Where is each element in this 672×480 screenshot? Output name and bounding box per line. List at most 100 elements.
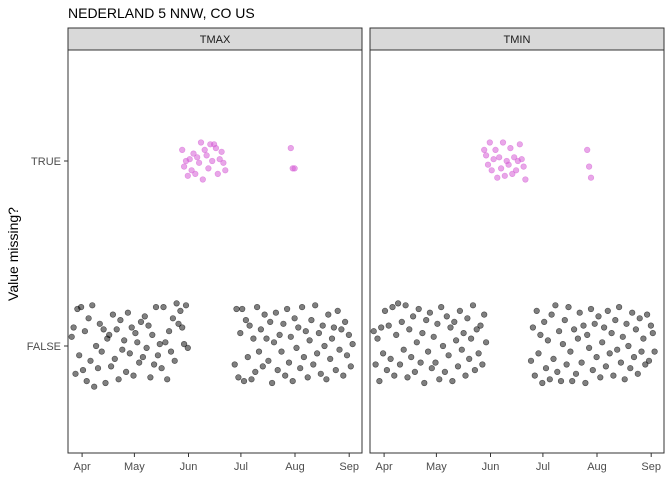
missing-point: [205, 165, 212, 172]
present-point: [608, 330, 615, 337]
x-tick-label-may: May: [426, 461, 447, 473]
present-point: [152, 304, 160, 311]
missing-point: [192, 170, 199, 177]
present-point: [419, 330, 426, 337]
present-point: [319, 322, 326, 329]
present-point: [235, 374, 242, 381]
missing-point: [209, 157, 216, 165]
present-point: [591, 320, 598, 327]
present-point: [306, 337, 313, 344]
missing-point: [188, 167, 195, 174]
present-point: [124, 309, 131, 316]
missing-point: [291, 165, 298, 172]
present-point: [257, 326, 265, 333]
present-point: [94, 365, 102, 372]
present-point: [533, 307, 540, 315]
missing-point: [484, 161, 492, 168]
x-tick-label-jul: Jul: [234, 461, 248, 473]
present-point: [166, 328, 173, 335]
missing-point: [203, 152, 210, 159]
present-point: [175, 320, 182, 327]
plot-area-tmin: [369, 49, 665, 454]
present-point: [250, 335, 257, 342]
present-point: [632, 326, 640, 333]
plot-area-tmax: [67, 49, 363, 454]
present-point: [336, 346, 343, 353]
present-point: [81, 328, 88, 335]
present-point: [643, 311, 651, 318]
present-point: [447, 324, 454, 331]
x-axis-tmin: Apr May Jun Jul Aug Sep: [376, 453, 661, 473]
present-point: [330, 324, 338, 331]
present-point: [376, 378, 383, 385]
present-point: [119, 346, 126, 353]
present-point: [602, 363, 610, 370]
present-point: [443, 313, 450, 320]
present-point: [141, 313, 148, 320]
present-point: [68, 333, 75, 340]
present-point: [79, 367, 87, 374]
present-point: [304, 374, 311, 381]
present-point: [527, 357, 535, 364]
missing-point: [509, 170, 516, 177]
present-point: [285, 359, 293, 366]
present-point: [636, 315, 643, 322]
present-point: [627, 365, 634, 372]
present-point: [272, 309, 280, 316]
missing-point: [585, 163, 593, 170]
present-point: [181, 341, 188, 348]
present-point: [347, 363, 354, 370]
present-point: [162, 339, 169, 346]
present-point: [237, 330, 244, 337]
missing-point: [190, 150, 197, 157]
present-point: [481, 311, 488, 318]
x-tick-label-aug: Aug: [285, 461, 305, 473]
present-point: [374, 335, 381, 342]
present-point: [72, 370, 79, 377]
present-point: [100, 326, 107, 333]
present-point: [310, 361, 317, 368]
present-point: [544, 337, 552, 344]
present-point: [542, 365, 550, 372]
present-point: [391, 372, 398, 379]
present-point: [423, 317, 430, 324]
present-point: [89, 302, 96, 309]
present-point: [404, 374, 411, 381]
missing-point: [496, 154, 503, 161]
present-point: [428, 365, 435, 372]
present-point: [314, 350, 321, 357]
present-point: [623, 320, 630, 327]
present-point: [342, 318, 349, 326]
y-axis-title: Value missing?: [5, 207, 21, 301]
missing-point: [287, 145, 294, 152]
missing-point: [179, 146, 186, 153]
missing-point: [492, 146, 499, 153]
present-point: [645, 357, 653, 364]
points-tmin: [370, 139, 658, 387]
present-point: [254, 304, 261, 311]
present-point: [184, 344, 191, 352]
present-point: [111, 355, 118, 363]
present-point: [246, 322, 253, 329]
present-point: [483, 339, 490, 346]
present-point: [154, 352, 161, 359]
present-point: [531, 372, 538, 379]
present-point: [345, 331, 353, 339]
present-point: [378, 324, 385, 331]
present-point: [381, 307, 389, 315]
present-point: [109, 311, 116, 318]
present-point: [171, 357, 178, 364]
present-point: [136, 359, 143, 366]
present-point: [179, 324, 186, 331]
present-point: [233, 305, 240, 313]
present-point: [107, 363, 115, 370]
present-point: [471, 367, 479, 374]
present-point: [143, 344, 150, 352]
present-point: [438, 304, 445, 311]
present-point: [92, 342, 100, 350]
present-point: [113, 326, 120, 333]
present-point: [332, 367, 339, 374]
missing-point: [186, 156, 193, 163]
missing-point: [516, 141, 523, 148]
x-tick-label-aug: Aug: [587, 461, 607, 473]
